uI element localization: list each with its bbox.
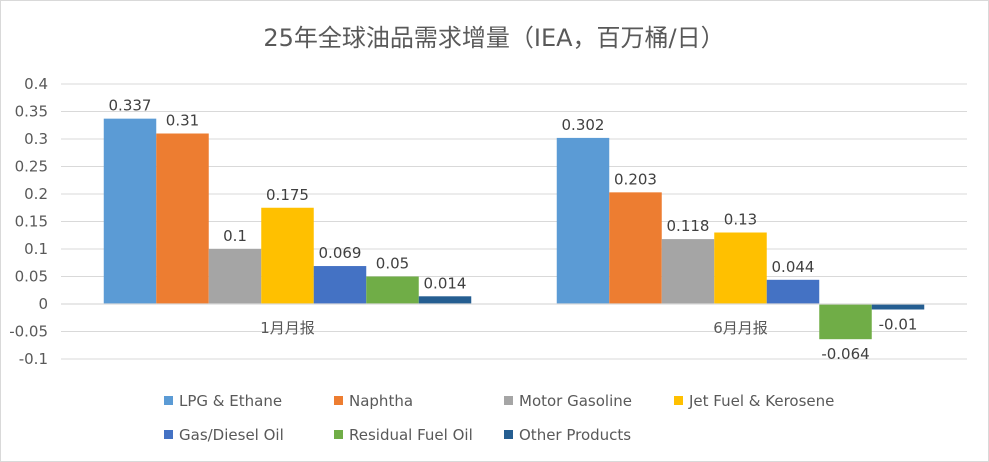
data-label: 0.05 [376, 255, 409, 273]
legend-swatch [504, 396, 513, 405]
bar-gas-diesel-oil-2 [766, 279, 820, 304]
bar-motor-gasoline-1 [208, 249, 262, 304]
data-labels: 0.337 0.31 0.1 0.175 0.069 0.05 0.014 0.302 0.20… [109, 97, 918, 364]
legend-label: Other Products [519, 426, 631, 444]
category-labels: 1月月报 6月月报 [260, 319, 768, 337]
data-label: -0.01 [879, 316, 918, 334]
bar-jet-fuel-kerosene-1 [261, 207, 314, 304]
legend-label: Gas/Diesel Oil [179, 426, 284, 444]
legend-label: Residual Fuel Oil [349, 426, 473, 444]
y-tick-label: 0.15 [15, 213, 48, 231]
data-label: 0.044 [772, 258, 815, 276]
legend-swatch [334, 430, 343, 439]
data-label: 0.069 [319, 244, 362, 262]
bar-residual-fuel-oil-1 [366, 276, 419, 304]
bar-other-products-1 [418, 296, 472, 304]
y-axis-ticks: 0.4 0.35 0.3 0.25 0.2 0.15 0.1 0.05 0 -0.05 -0.1 [9, 75, 48, 368]
category-label: 6月月报 [713, 319, 768, 337]
y-tick-label: 0.2 [24, 185, 48, 203]
legend-label: Motor Gasoline [519, 392, 632, 410]
bar-lpg-ethane-1 [103, 118, 157, 305]
data-label: 0.175 [266, 186, 309, 204]
bar-lpg-ethane-2 [556, 137, 610, 304]
legend-swatch [504, 430, 513, 439]
y-tick-label: -0.1 [19, 350, 48, 368]
y-tick-label: 0.35 [15, 103, 48, 121]
data-label: 0.203 [614, 170, 657, 188]
legend: LPG & Ethane Naphtha Motor Gasoline Jet Fue… [164, 392, 834, 444]
data-label: 0.118 [667, 217, 710, 235]
legend-swatch [164, 396, 173, 405]
y-tick-label: 0.3 [24, 130, 48, 148]
data-label: 0.302 [562, 116, 605, 134]
bar-gas-diesel-oil-1 [313, 266, 367, 304]
data-label: 0.014 [424, 274, 467, 292]
y-tick-label: 0.4 [24, 75, 48, 93]
y-tick-label: 0.1 [24, 240, 48, 258]
legend-swatch [334, 396, 343, 405]
y-tick-label: -0.05 [9, 323, 48, 341]
data-label: 0.13 [724, 211, 757, 229]
bar-naphtha-1 [156, 133, 209, 304]
data-label: 0.31 [166, 112, 199, 130]
bar-motor-gasoline-2 [661, 239, 715, 304]
bar-residual-fuel-oil-2 [819, 304, 872, 340]
y-tick-label: 0.05 [15, 268, 48, 286]
data-label: 0.337 [109, 97, 152, 115]
data-label: -0.064 [821, 345, 869, 363]
bar-other-products-2 [871, 304, 925, 310]
legend-swatch [164, 430, 173, 439]
y-tick-label: 0 [38, 295, 48, 313]
bar-jet-fuel-kerosene-2 [714, 232, 767, 304]
category-label: 1月月报 [260, 319, 315, 337]
chart-title: 25年全球油品需求增量（IEA，百万桶/日） [263, 24, 724, 52]
legend-swatch [674, 396, 683, 405]
y-tick-label: 0.25 [15, 158, 48, 176]
data-label: 0.1 [223, 227, 247, 245]
bar-naphtha-2 [609, 192, 662, 304]
legend-label: LPG & Ethane [179, 392, 282, 410]
bars [103, 118, 925, 340]
legend-label: Jet Fuel & Kerosene [688, 392, 834, 410]
legend-label: Naphtha [349, 392, 413, 410]
